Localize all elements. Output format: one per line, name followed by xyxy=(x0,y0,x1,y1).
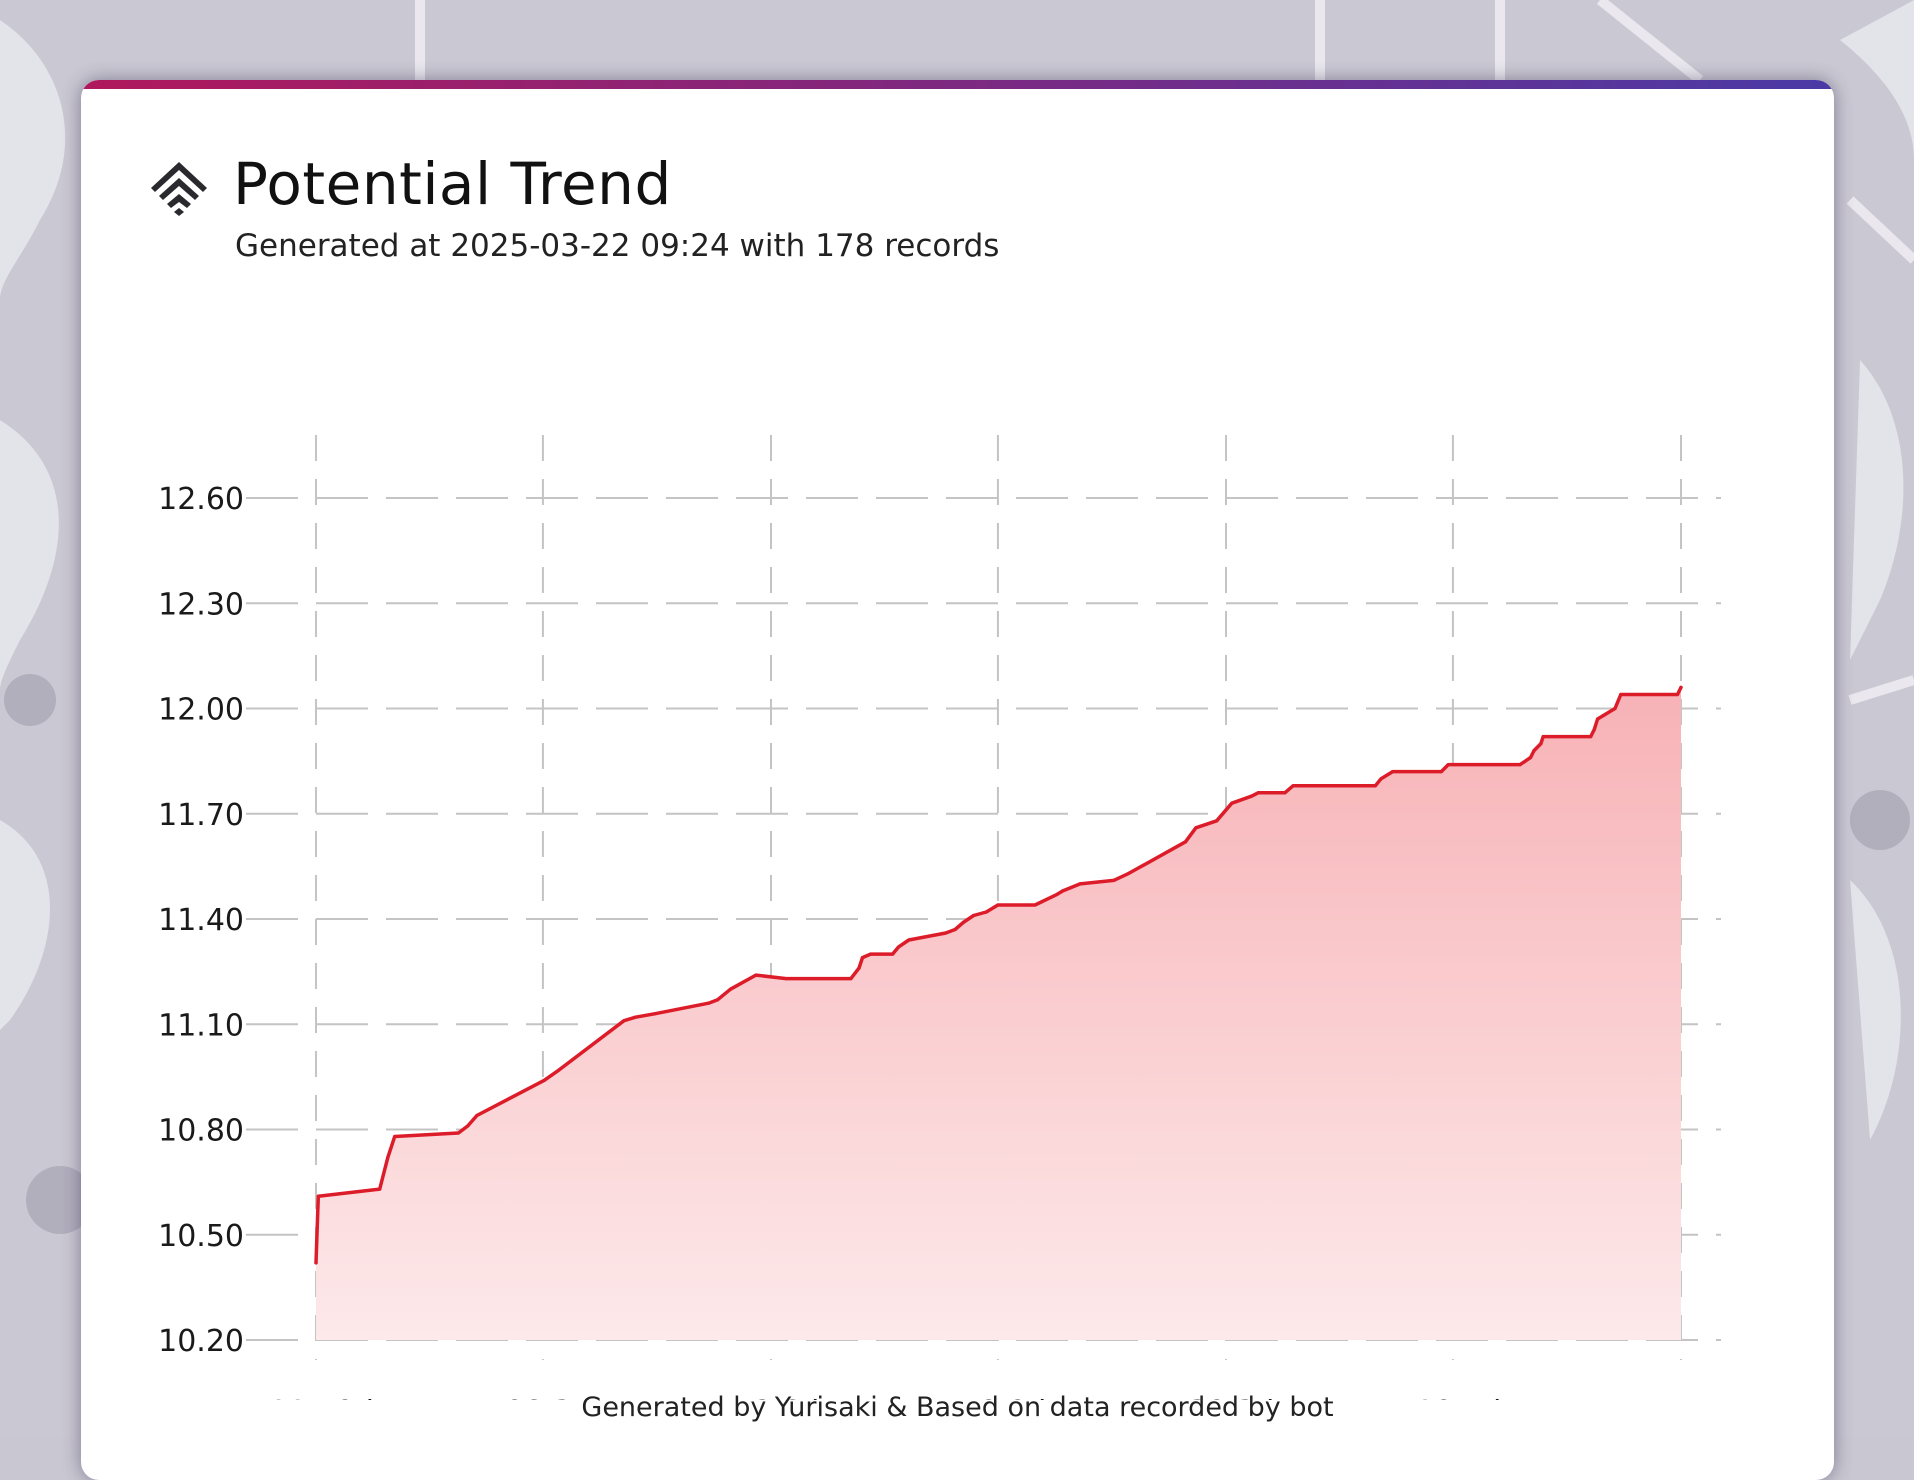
data-point xyxy=(653,1012,657,1016)
page-title: Potential Trend xyxy=(233,150,672,218)
data-point xyxy=(1025,903,1029,907)
data-point xyxy=(1215,819,1219,823)
data-point xyxy=(1596,717,1600,721)
data-point xyxy=(1675,692,1680,697)
page-subtitle: Generated at 2025-03-22 09:24 with 178 r… xyxy=(235,228,999,264)
data-point xyxy=(754,973,758,977)
data-point xyxy=(1078,882,1082,886)
data-point xyxy=(716,998,720,1002)
x-tick-label: -39.3d xyxy=(1178,1395,1275,1400)
data-point xyxy=(1194,826,1198,830)
data-point xyxy=(984,910,988,914)
data-point xyxy=(1601,713,1605,718)
data-point xyxy=(633,1015,638,1019)
data-point xyxy=(1061,889,1065,893)
data-point xyxy=(1183,840,1188,844)
data-point xyxy=(1055,892,1059,897)
y-tick-label: 11.10 xyxy=(158,1008,244,1043)
x-axis-ticks: -117.9d -98.3d -78.6d -59.0d -39.3d -19.7d now xyxy=(258,1395,1712,1400)
x-tick-label: now xyxy=(1650,1395,1712,1400)
data-point xyxy=(1539,742,1543,746)
data-point xyxy=(728,987,733,991)
data-point xyxy=(1391,770,1395,774)
footer-credit: Generated by Yurisaki & Based on data re… xyxy=(581,1392,1334,1423)
data-point xyxy=(1592,728,1596,732)
x-tick-label: -98.3d xyxy=(495,1395,592,1400)
data-point xyxy=(1518,763,1522,767)
y-axis-ticks: 10.20 10.50 10.80 11.10 11.40 11.70 12.00 12.30… xyxy=(158,482,244,1359)
x-tick-label: -19.7d xyxy=(1405,1395,1502,1400)
card-accent-bar xyxy=(81,80,1834,89)
x-tick-label: -78.6d xyxy=(723,1395,820,1400)
data-point xyxy=(1033,903,1037,907)
data-point xyxy=(1256,791,1260,795)
subtitle-suffix: records xyxy=(884,228,1000,264)
data-point xyxy=(1291,784,1295,788)
data-point xyxy=(393,1134,397,1139)
data-point xyxy=(456,1131,460,1135)
data-point xyxy=(1446,763,1450,767)
data-point xyxy=(316,1194,320,1198)
data-point xyxy=(314,1261,318,1265)
data-point xyxy=(1541,735,1545,739)
data-point xyxy=(1230,801,1234,805)
data-point xyxy=(475,1113,479,1118)
y-tick-label: 12.60 xyxy=(158,482,244,517)
chart-card: Potential Trend Generated at 2025-03-22 … xyxy=(81,80,1834,1480)
series-area-potential xyxy=(316,687,1681,1340)
data-point xyxy=(1679,685,1683,689)
subtitle-middle: with xyxy=(739,228,806,264)
y-tick-label: 12.00 xyxy=(158,693,244,728)
data-point xyxy=(891,952,895,956)
stacked-chevrons-icon xyxy=(151,162,207,216)
data-point xyxy=(1379,777,1383,781)
data-point xyxy=(1249,794,1254,798)
data-point xyxy=(1127,871,1131,876)
data-point xyxy=(1452,763,1456,767)
data-point xyxy=(784,977,788,981)
point-layer xyxy=(314,685,1683,1265)
data-point xyxy=(1112,878,1116,883)
x-tick-label: -59.0d xyxy=(950,1395,1047,1400)
data-point xyxy=(1283,791,1287,795)
data-point xyxy=(706,1001,711,1005)
generated-timestamp: 2025-03-22 09:24 xyxy=(450,228,730,264)
data-point xyxy=(1439,770,1443,774)
data-point xyxy=(1532,749,1536,753)
data-point xyxy=(386,1156,390,1160)
data-point xyxy=(907,938,911,942)
data-point xyxy=(466,1124,470,1128)
data-point xyxy=(622,1019,626,1023)
data-point xyxy=(1528,756,1533,760)
data-point xyxy=(961,920,965,925)
data-point xyxy=(944,931,948,935)
y-tick-label: 10.20 xyxy=(158,1324,244,1359)
y-tick-label: 11.70 xyxy=(158,798,244,833)
y-tick-label: 10.50 xyxy=(158,1219,244,1254)
data-point xyxy=(1613,706,1617,711)
potential-trend-chart: 10.20 10.50 10.80 11.10 11.40 11.70 12.00 12.30… xyxy=(158,435,1721,1400)
data-point xyxy=(857,966,861,970)
data-point xyxy=(542,1078,546,1082)
data-point xyxy=(1589,735,1593,739)
data-point xyxy=(972,913,976,918)
x-tick-label: -117.9d xyxy=(258,1395,374,1400)
data-point xyxy=(1619,692,1623,697)
data-point xyxy=(378,1187,382,1191)
area-layer xyxy=(316,687,1681,1340)
subtitle-prefix: Generated at xyxy=(235,228,441,264)
data-point xyxy=(557,1068,561,1072)
data-point xyxy=(1373,784,1377,788)
y-tick-label: 12.30 xyxy=(158,587,244,622)
record-count: 178 xyxy=(815,228,875,264)
data-point xyxy=(849,977,853,981)
data-point xyxy=(896,945,901,949)
data-point xyxy=(860,956,865,960)
data-point xyxy=(869,952,873,956)
data-point xyxy=(996,903,1000,907)
data-point xyxy=(953,927,957,932)
y-tick-label: 11.40 xyxy=(158,903,244,938)
y-tick-label: 10.80 xyxy=(158,1114,244,1149)
